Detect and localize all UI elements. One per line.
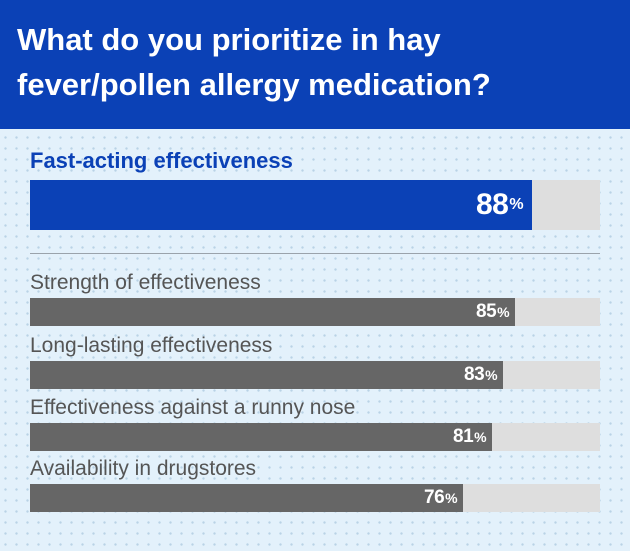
chart-title: What do you prioritize in hay fever/poll… bbox=[17, 22, 491, 102]
bar-chart: Fast-acting effectiveness 88% Strength of … bbox=[0, 129, 630, 551]
bar-1-track: 88% bbox=[30, 180, 600, 230]
bar-3-label: Long-lasting effectiveness bbox=[30, 334, 273, 357]
bar-1-label: Fast-acting effectiveness bbox=[30, 148, 293, 173]
bar-2-track: 85% bbox=[30, 298, 600, 326]
bar-4-fill bbox=[30, 423, 492, 451]
bar-2-value-label: 85% bbox=[476, 301, 510, 322]
bar-5-track: 76% bbox=[30, 484, 600, 512]
bar-1-fill bbox=[30, 180, 532, 230]
bar-2-label: Strength of effectiveness bbox=[30, 271, 261, 294]
chart-header: What do you prioritize in hay fever/poll… bbox=[0, 0, 630, 129]
bar-3-fill bbox=[30, 361, 503, 389]
section-divider bbox=[30, 253, 600, 254]
bar-3-track: 83% bbox=[30, 361, 600, 389]
bar-4-track: 81% bbox=[30, 423, 600, 451]
bar-2-fill bbox=[30, 298, 515, 326]
bar-5-label: Availability in drugstores bbox=[30, 457, 257, 480]
bar-4-label: Effectiveness against a runny nose bbox=[30, 396, 356, 419]
bar-5-fill bbox=[30, 484, 463, 512]
bar-1-value-label: 88% bbox=[476, 188, 524, 221]
bar-3-value-label: 83% bbox=[464, 364, 498, 385]
bar-5-value-label: 76% bbox=[424, 487, 458, 508]
bar-4-value-label: 81% bbox=[453, 426, 487, 447]
